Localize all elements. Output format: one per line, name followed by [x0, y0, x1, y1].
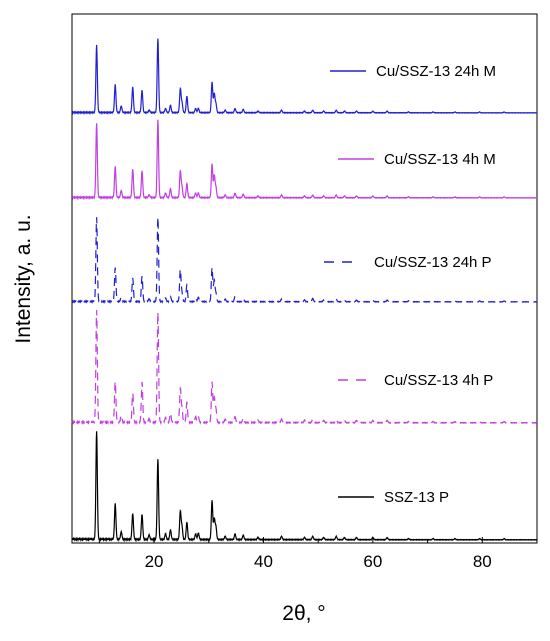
legend-label-cu-ssz-13-24h-p: Cu/SSZ-13 24h P	[374, 254, 492, 271]
legend-label-cu-ssz-13-24h-m: Cu/SSZ-13 24h M	[376, 63, 496, 80]
legend-label-cu-ssz-13-4h-m: Cu/SSZ-13 4h M	[384, 151, 496, 168]
x-tick-label: 40	[254, 552, 273, 571]
series-line-cu-ssz-13-24h-m	[71, 38, 538, 116]
legend-label-cu-ssz-13-4h-p: Cu/SSZ-13 4h P	[384, 372, 493, 389]
series-line-cu-ssz-13-4h-p	[71, 310, 538, 426]
series-layer	[71, 38, 538, 543]
x-tick-label: 80	[473, 552, 492, 571]
series-line-ssz-13-p	[71, 431, 538, 543]
x-axis: 20 40 60 80	[98, 537, 538, 571]
series-line-cu-ssz-13-4h-m	[71, 119, 538, 201]
plot-frame	[71, 13, 538, 544]
legend-layer: SSZ-13 P Cu/SSZ-13 4h P Cu/SSZ-13 24h P Cu/…	[324, 63, 496, 506]
series-line-cu-ssz-13-24h-p	[71, 217, 538, 305]
legend-label-ssz-13-p: SSZ-13 P	[384, 489, 449, 506]
x-tick-label: 20	[145, 552, 164, 571]
x-axis-label: 2θ, °	[282, 602, 325, 625]
x-tick-label: 60	[363, 552, 382, 571]
y-axis-label: Intensity, a. u.	[12, 214, 35, 343]
